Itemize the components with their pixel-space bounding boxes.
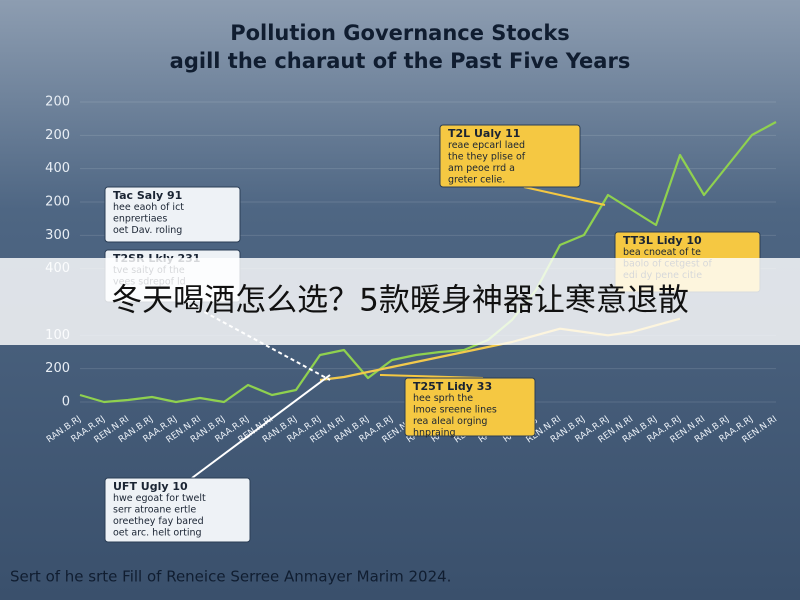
annotation-text: hwe egoat for twelt (113, 493, 206, 504)
annotation-box (439, 124, 581, 188)
series-line (79, 121, 777, 404)
annotation-text: hnpraing (413, 428, 456, 439)
chart-title: Pollution Governance Stocks (230, 21, 570, 45)
annotation-text: oet Dav. roling (113, 225, 182, 236)
y-tick-label: 200 (45, 361, 70, 376)
annotation-pointer (191, 374, 331, 479)
annotation-text: bea cnoeat of te (623, 247, 701, 258)
annotation-title: Tac Saly 91 (113, 189, 182, 202)
annotation-text: the they plise of (448, 152, 526, 163)
annotation-text: serr atroane ertle (113, 505, 196, 516)
annotation-text: oreethey fay bared (113, 516, 204, 527)
annotation-text: greter celie. (448, 175, 505, 186)
annotation-box (404, 377, 536, 437)
annotation-text: oet arc. helt orting (113, 528, 202, 539)
banner-text: 冬天喝酒怎么选？5款暖身神器让寒意退散 (111, 283, 689, 319)
chart-subtitle: agill the charaut of the Past Five Years (170, 49, 631, 73)
annotation-text: hee sprh the (413, 393, 473, 404)
y-tick-label: 200 (45, 195, 70, 210)
banner-bg (0, 258, 800, 345)
annotation-title: TT3L Lidy 10 (623, 234, 702, 247)
y-tick-label: 0 (62, 395, 70, 410)
annotation-title: T2L Ualy 11 (448, 127, 520, 140)
annotation-text: rea aleal orging (413, 416, 487, 427)
annotation-pointer (523, 186, 606, 206)
annotation-text: hee eaoh of ict (113, 202, 184, 213)
annotation-title: UFT Ugly 10 (113, 480, 188, 493)
annotation-text: lmoe sreene lines (413, 405, 497, 416)
y-tick-label: 300 (45, 228, 70, 243)
y-tick-label: 200 (45, 128, 70, 143)
annotation-box (104, 186, 241, 243)
y-tick-label: 200 (45, 95, 70, 110)
y-tick-label: 400 (45, 161, 70, 176)
annotation-text: am peoe rrd a (448, 163, 515, 174)
annotation-pointer (185, 301, 331, 381)
annotation-text: enprertiaes (113, 214, 167, 225)
annotation-text: reae epcarl laed (448, 140, 525, 151)
footer: Sert of he srte Fill of Reneice Serree A… (10, 568, 451, 586)
annotation-box (104, 477, 251, 543)
annotation-title: T25T Lidy 33 (413, 380, 492, 393)
